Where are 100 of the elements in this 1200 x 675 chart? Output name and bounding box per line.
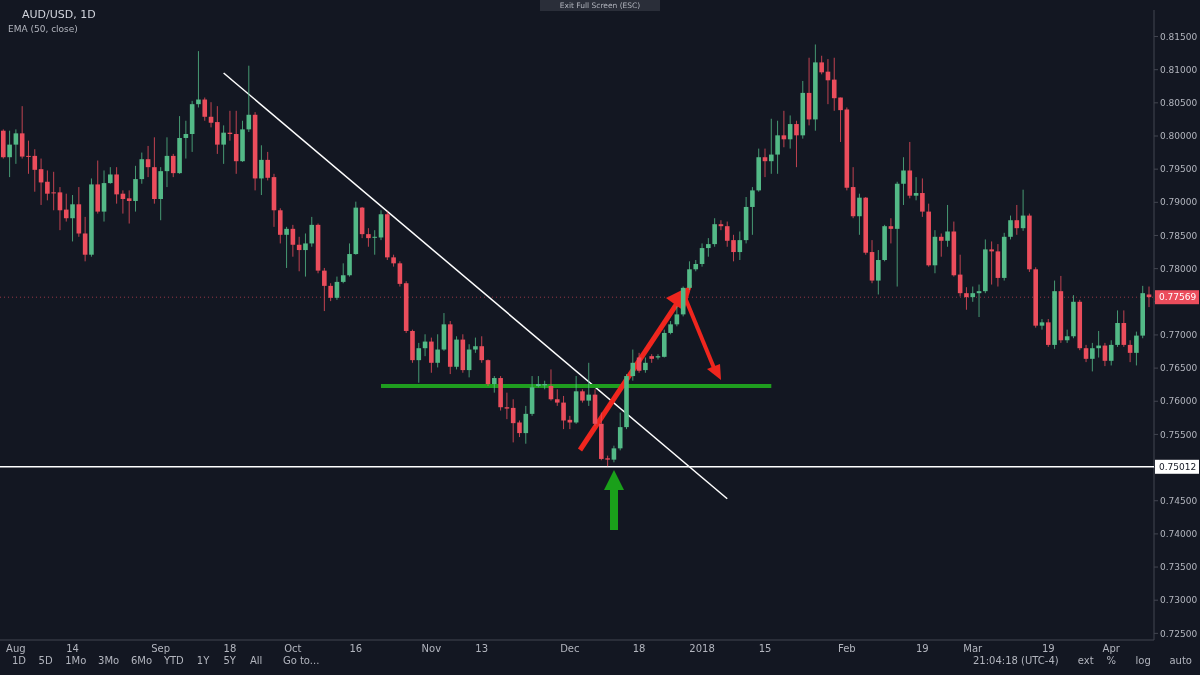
x-tick-label: Aug	[6, 643, 26, 654]
x-tick-label: Sep	[151, 643, 171, 654]
candlestick	[114, 166, 119, 205]
text: 5D	[38, 655, 53, 666]
candlestick	[284, 226, 289, 269]
candlestick	[504, 392, 510, 420]
candlestick	[901, 156, 906, 206]
candlestick	[920, 177, 925, 218]
candlestick	[1008, 215, 1013, 240]
candlestick	[170, 153, 176, 178]
candlestick	[126, 189, 132, 225]
y-tick-label: 0.73500	[1160, 562, 1198, 573]
candlestick	[617, 412, 623, 451]
text: 1Mo	[65, 655, 87, 666]
x-tick-label: 2018	[689, 643, 715, 654]
chart-title: AUD/USD, 1D	[22, 8, 96, 21]
y-tick-label: 0.78500	[1160, 230, 1198, 241]
candlestick	[1108, 339, 1114, 366]
candlestick	[429, 337, 434, 374]
candlestick	[435, 333, 440, 368]
candlestick	[139, 152, 145, 185]
text: 6Mo	[131, 655, 153, 666]
x-tick-label: Mar	[963, 643, 984, 654]
candlestick	[309, 216, 315, 248]
candlestick	[750, 186, 755, 236]
y-tick-label: 0.77000	[1160, 330, 1198, 341]
ref-line-label: 0.77569	[1159, 292, 1197, 303]
candlestick	[63, 193, 69, 223]
candlestick	[479, 335, 485, 364]
candlestick	[636, 352, 642, 374]
y-tick-label: 0.76000	[1160, 396, 1198, 407]
text: 1Y	[196, 655, 211, 666]
text: auto	[1169, 655, 1192, 666]
candlestick	[303, 232, 308, 278]
candlestick	[265, 151, 270, 181]
y-tick-label: 0.74000	[1160, 529, 1198, 540]
candlestick	[215, 105, 220, 155]
candlestick	[913, 176, 919, 201]
candlestick	[945, 204, 950, 248]
candlestick	[340, 262, 346, 284]
x-tick-label: 16	[349, 643, 363, 654]
x-tick-label: 13	[475, 643, 489, 654]
y-tick-label: 0.80500	[1160, 97, 1198, 108]
text: %	[1106, 655, 1116, 666]
y-tick-label: 0.74500	[1160, 495, 1198, 506]
candlestick	[794, 120, 799, 168]
candlestick	[133, 165, 138, 213]
candlestick	[1045, 318, 1051, 348]
y-tick-label: 0.75500	[1160, 429, 1198, 440]
candlestick	[1115, 309, 1120, 348]
x-tick-label: Feb	[837, 643, 856, 654]
x-tick-label: 14	[66, 643, 79, 654]
candlestick	[416, 342, 422, 384]
candlestick	[989, 240, 994, 286]
y-tick-label: 0.80000	[1160, 131, 1198, 142]
candlestick	[775, 120, 780, 175]
candlestick	[819, 55, 824, 75]
candlestick	[202, 97, 208, 122]
candlestick	[964, 286, 969, 311]
x-tick-label: Nov	[421, 643, 442, 654]
text: 21:04:18 (UTC-4)	[973, 655, 1059, 666]
x-tick-label: 18	[223, 643, 237, 654]
y-tick-label: 0.72500	[1160, 628, 1198, 639]
candlestick	[19, 105, 25, 160]
candlestick	[769, 118, 774, 175]
text: 1D	[12, 655, 27, 666]
text: 3Mo	[98, 655, 120, 666]
candlestick	[322, 267, 327, 312]
text: ext	[1077, 655, 1094, 666]
candlestick	[259, 144, 264, 196]
y-tick-label: 0.79000	[1160, 197, 1198, 208]
candlestick	[70, 194, 75, 242]
candlestick	[661, 329, 667, 358]
x-tick-label: 18	[632, 643, 646, 654]
y-tick-label: 0.81000	[1160, 64, 1198, 75]
candlestick	[523, 405, 529, 445]
candlestick	[372, 229, 378, 256]
y-tick-label: 0.81500	[1160, 31, 1198, 42]
candlestick	[7, 130, 12, 178]
text: Go to...	[282, 655, 320, 666]
candlestick	[838, 97, 843, 143]
candlestick	[857, 193, 862, 236]
x-tick-label: Oct	[284, 643, 302, 654]
candlestick	[888, 217, 894, 244]
x-tick-label: Apr	[1102, 643, 1121, 654]
candlestick	[1146, 286, 1152, 308]
candlestick	[347, 242, 352, 278]
y-tick-label: 0.76500	[1160, 363, 1198, 374]
y-tick-label: 0.73000	[1160, 595, 1198, 606]
candlestick	[82, 216, 88, 262]
text: All	[250, 655, 263, 666]
text: YTD	[162, 655, 185, 666]
candlestick	[196, 50, 201, 108]
x-tick-label: 15	[758, 643, 772, 654]
candlestick	[706, 237, 711, 258]
candlestick	[586, 362, 592, 407]
text: 5Y	[223, 655, 237, 666]
x-tick-label: 19	[1041, 643, 1055, 654]
candlestick	[1134, 331, 1139, 366]
x-tick-label: Dec	[560, 643, 580, 654]
